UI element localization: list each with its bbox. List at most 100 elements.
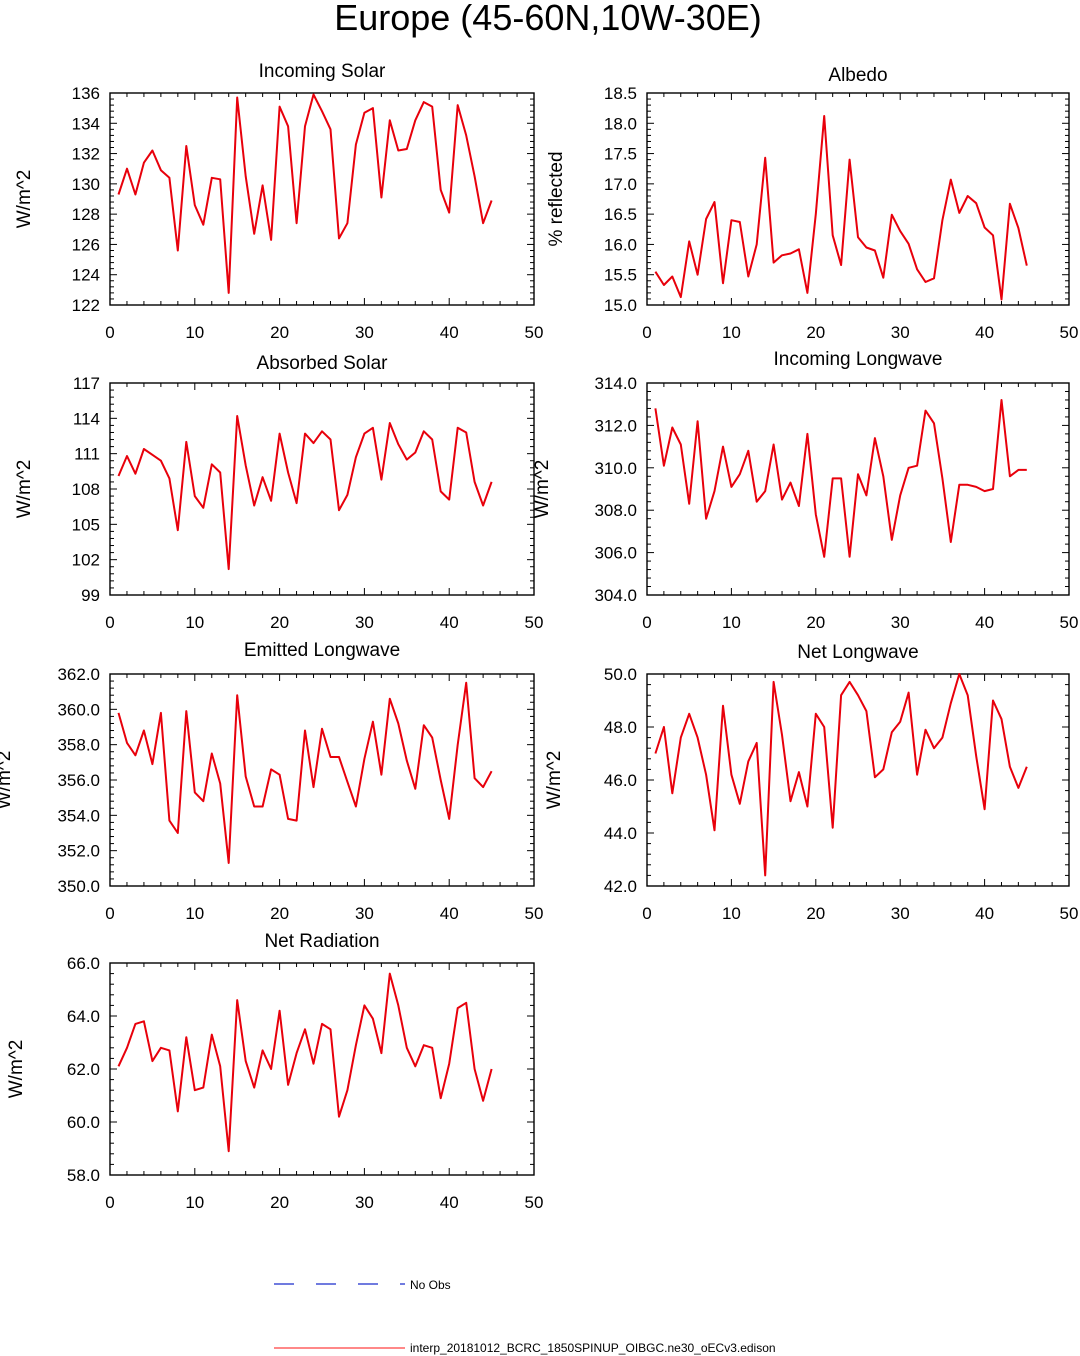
data-point [1026,469,1028,471]
data-point [882,768,884,770]
y-tick-label: 126 [72,235,100,254]
data-point [967,484,969,486]
series-line [117,681,493,864]
data-point [950,702,952,704]
x-tick-label: 40 [975,323,994,342]
series-line [654,673,1028,877]
panel-net-longwave: 0 10 20 30 40 50 42.0 44.0 46.0 48.0 50.0 Net Longw… [544,642,1078,923]
x-tick-label: 50 [1060,323,1079,342]
data-point [773,262,775,264]
data-point [789,253,791,255]
data-point [126,168,128,170]
data-point [279,1010,281,1012]
data-point [363,112,365,114]
panel-emitted-longwave: 0 10 20 30 40 50 350.0 352.0 354.0 356.0 358.0 360.… [0,640,543,923]
data-point [705,774,707,776]
data-point [840,694,842,696]
data-point [270,239,272,241]
x-tick-label: 0 [105,1193,114,1212]
data-point [117,1065,119,1067]
data-point [722,446,724,448]
plot-frame [109,92,535,306]
data-point [211,463,213,465]
data-point [1009,766,1011,768]
panel-title: Absorbed Solar [257,353,389,374]
data-point [773,681,775,683]
data-point [211,177,213,179]
data-point [355,806,357,808]
data-point [431,737,433,739]
x-tick-label: 0 [642,904,651,923]
data-point [279,433,281,435]
data-point [287,1084,289,1086]
data-point [134,193,136,195]
y-tick-label: 50.0 [604,665,637,684]
data-point [363,758,365,760]
data-point [680,296,682,298]
y-tick-label: 16.0 [604,235,637,254]
x-tick-label: 20 [270,904,289,923]
y-tick-label: 356.0 [57,771,100,790]
data-point [1017,469,1019,471]
data-point [363,433,365,435]
data-point [228,1150,230,1152]
data-point [397,1004,399,1006]
data-point [465,134,467,136]
data-point [975,486,977,488]
x-tick-label: 20 [270,323,289,342]
data-point [1009,475,1011,477]
data-point [941,737,943,739]
data-point [984,808,986,810]
data-point [806,433,808,435]
data-point [313,1063,315,1065]
x-tick-label: 50 [525,1193,544,1212]
data-point [448,212,450,214]
y-axis-label: W/m^2 [544,751,565,810]
data-point [126,742,128,744]
data-point [680,737,682,739]
data-point [143,730,145,732]
y-axis-label: W/m^2 [6,1040,27,1099]
data-point [815,213,817,215]
x-tick-label: 10 [185,613,204,632]
data-point [321,728,323,730]
data-point [151,454,153,456]
data-point [228,568,230,570]
data-point [177,1110,179,1112]
data-point [431,1047,433,1049]
data-point [941,477,943,479]
y-tick-label: 354.0 [57,806,100,825]
data-point [236,694,238,696]
x-tick-label: 0 [105,613,114,632]
y-tick-label: 130 [72,175,100,194]
data-point [663,284,665,286]
data-point [338,509,340,511]
data-point [380,774,382,776]
data-point [857,236,859,238]
data-point [975,755,977,757]
data-point [714,201,716,203]
data-point [950,541,952,543]
data-point [789,800,791,802]
data-point [406,459,408,461]
data-point [925,281,927,283]
data-point [1000,399,1002,401]
y-tick-label: 117 [73,374,100,393]
x-tick-label: 0 [642,323,651,342]
data-point [423,724,425,726]
data-point [236,999,238,1001]
y-tick-label: 18.0 [604,114,637,133]
data-point [245,1060,247,1062]
data-point [705,218,707,220]
data-point [143,1020,145,1022]
data-point [279,774,281,776]
data-point [781,499,783,501]
data-point [899,721,901,723]
data-point [329,128,331,130]
data-point [194,791,196,793]
data-point [482,504,484,506]
data-point [236,97,238,99]
data-point [482,222,484,224]
data-point [697,274,699,276]
data-point [279,106,281,108]
